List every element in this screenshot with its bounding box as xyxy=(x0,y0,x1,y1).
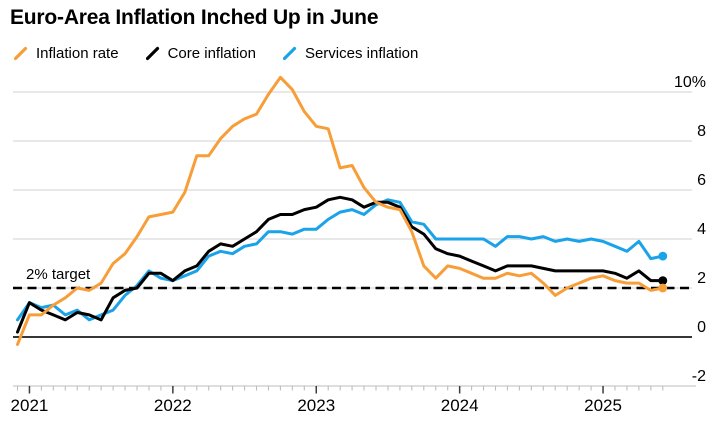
legend-item-core-inflation: Core inflation xyxy=(145,45,256,62)
line-swatch-icon xyxy=(282,46,297,61)
swatch-stroke xyxy=(145,46,159,61)
legend-item-services-inflation: Services inflation xyxy=(282,45,419,62)
series-line-inflation-rate xyxy=(16,75,665,346)
line-swatch-icon xyxy=(14,46,28,61)
y-axis-label-8: 8 xyxy=(697,123,706,140)
chart-title: Euro-Area Inflation Inched Up in June xyxy=(10,6,379,29)
y-axis-label-2: 2 xyxy=(697,270,706,287)
legend: Inflation rate Core inflation Services i… xyxy=(14,45,418,62)
legend-label: Core inflation xyxy=(167,45,256,62)
x-axis-label-2023: 2023 xyxy=(297,396,335,415)
series-line-services-inflation xyxy=(16,198,665,322)
swatch-stroke xyxy=(14,46,28,61)
swatch-stroke xyxy=(282,46,297,61)
legend-label: Inflation rate xyxy=(36,45,119,62)
x-axis-label-2022: 2022 xyxy=(154,396,192,415)
legend-item-inflation-rate: Inflation rate xyxy=(14,45,119,62)
x-axis-label-2025: 2025 xyxy=(584,396,622,415)
series-line-core-inflation xyxy=(16,195,665,334)
series-end-dot-core-inflation xyxy=(658,276,668,285)
y-axis-label-6: 6 xyxy=(697,172,706,189)
x-axis-label-2024: 2024 xyxy=(441,396,479,415)
line-swatch-icon xyxy=(145,46,159,61)
series-end-dot-inflation-rate xyxy=(658,283,668,293)
target-line-label: 2% target xyxy=(26,266,91,283)
x-axis-label-2021: 2021 xyxy=(11,396,49,415)
y-axis-label-0: 0 xyxy=(697,319,706,336)
legend-label: Services inflation xyxy=(304,45,419,62)
y-axis-label-4: 4 xyxy=(697,221,706,238)
y-axis-label-10: 10% xyxy=(674,74,706,91)
series-end-dot-services-inflation xyxy=(658,251,668,261)
y-axis-label--2: -2 xyxy=(692,368,706,385)
